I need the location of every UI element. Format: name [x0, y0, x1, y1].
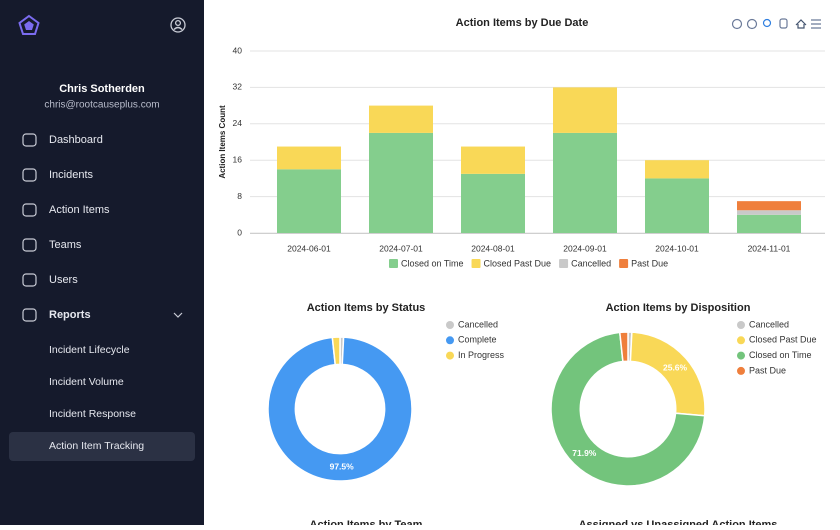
nav-item[interactable]: Users [49, 274, 78, 286]
nav: Dashboard Incidents Action Items Teams Users… [22, 133, 183, 452]
nav-icon [22, 238, 37, 252]
x-tick-label: 2024-07-01 [379, 243, 423, 253]
bar-segment [553, 132, 617, 233]
donut-slice [618, 331, 629, 363]
legend-swatch [446, 336, 454, 345]
legend-label: Cancelled [571, 258, 611, 268]
bar-segment [277, 146, 341, 170]
y-tick-label: 16 [233, 154, 243, 164]
user-email: chris@rootcauseplus.com [44, 100, 159, 111]
nav-item[interactable]: Incidents [49, 169, 94, 181]
legend-label: Complete [458, 335, 497, 345]
legend-label: Cancelled [749, 319, 789, 329]
y-tick-label: 32 [233, 82, 243, 92]
nav-subitem[interactable]: Incident Lifecycle [49, 344, 130, 356]
donut-slice [550, 331, 706, 487]
nav-item[interactable]: Action Items [49, 204, 110, 216]
bar-segment [737, 214, 801, 233]
x-tick-label: 2024-08-01 [471, 243, 515, 253]
legend-swatch [737, 366, 745, 375]
chart-title: Action Items by Due Date [456, 17, 589, 29]
legend-label: Closed on Time [749, 350, 812, 360]
bar-segment [277, 169, 341, 233]
legend-label: Past Due [631, 258, 668, 268]
bar-segment [369, 105, 433, 133]
legend-label: Past Due [749, 365, 786, 375]
reset[interactable] [795, 19, 807, 29]
nav-subitem[interactable]: Incident Volume [49, 376, 124, 388]
y-tick-label: 40 [233, 45, 243, 55]
bar-segment [737, 201, 801, 211]
legend-swatch [737, 351, 745, 360]
nav-icon [22, 273, 37, 287]
zoom[interactable] [762, 18, 772, 28]
slice-label: 97.5% [330, 462, 355, 472]
nav-item[interactable]: Reports [49, 309, 91, 321]
active-item [9, 432, 195, 461]
x-tick-label: 2024-06-01 [287, 243, 331, 253]
nav-subitem[interactable]: Incident Response [49, 408, 136, 420]
legend-label: Cancelled [458, 319, 498, 329]
menu[interactable] [811, 19, 821, 29]
nav-icon [22, 203, 37, 217]
legend-swatch [737, 321, 745, 329]
y-tick-label: 24 [233, 118, 243, 128]
expand-chevron [173, 312, 183, 318]
donut-slice [267, 336, 413, 482]
bar-segment [737, 210, 801, 215]
legend-label: Closed Past Due [484, 258, 552, 268]
chart-toolbar [731, 18, 821, 30]
y-tick-label: 8 [237, 191, 242, 201]
zoom-in[interactable] [731, 18, 743, 30]
legend-label: Closed on Time [401, 258, 464, 268]
nav-icon [22, 308, 37, 322]
x-tick-label: 2024-11-01 [748, 243, 791, 253]
nav-icon [22, 133, 37, 147]
legend-swatch [559, 259, 569, 268]
user-name: Chris Sotherden [59, 83, 145, 95]
legend-swatch [471, 259, 481, 268]
y-axis-title: Action Items Count [218, 105, 227, 179]
nav-item[interactable]: Dashboard [49, 134, 103, 146]
legend-swatch [737, 336, 745, 345]
chart-title: Assigned vs Unassigned Action Items [579, 519, 778, 525]
zoom-out[interactable] [746, 18, 758, 30]
nav-item[interactable]: Teams [49, 239, 82, 251]
nav-subitem[interactable]: Action Item Tracking [49, 440, 144, 452]
chart-title: Action Items by Team [310, 519, 423, 525]
slice-label: 25.6% [663, 362, 688, 372]
bar-segment [369, 132, 433, 233]
profile-button[interactable] [170, 17, 186, 33]
pan[interactable] [779, 18, 788, 29]
legend-label: In Progress [458, 350, 505, 360]
legend-swatch [389, 259, 398, 268]
chart-title: Action Items by Disposition [606, 302, 751, 314]
legend-swatch [619, 259, 629, 268]
bar-segment [553, 87, 617, 133]
legend-swatch [446, 351, 454, 360]
x-tick-label: 2024-09-01 [563, 243, 607, 253]
donut-slice [331, 336, 341, 366]
legend-label: Closed Past Due [749, 335, 817, 345]
x-tick-label: 2024-10-01 [655, 243, 699, 253]
bar-segment [645, 160, 709, 179]
y-tick-label: 0 [237, 227, 242, 237]
bar-segment [461, 173, 525, 233]
logo [18, 14, 40, 35]
legend-swatch [446, 321, 454, 329]
chart-title: Action Items by Status [307, 302, 426, 314]
slice-label: 71.9% [572, 448, 597, 458]
nav-icon [22, 168, 37, 182]
bar-segment [645, 178, 709, 233]
bar-segment [461, 146, 525, 174]
